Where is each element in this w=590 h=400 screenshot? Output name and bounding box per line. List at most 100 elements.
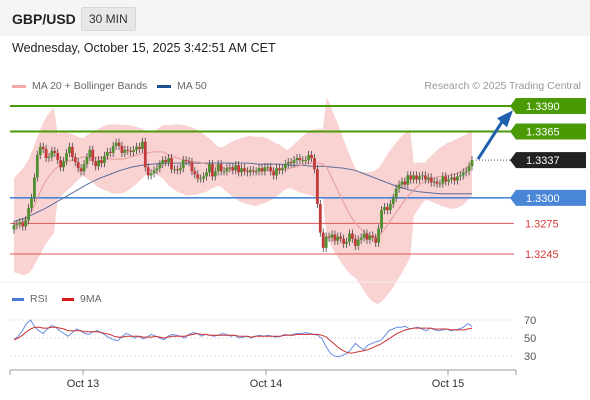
candle-body: [362, 233, 366, 238]
candle-body: [315, 169, 319, 204]
candle-body: [356, 239, 360, 246]
candle-body: [397, 184, 401, 189]
candle-body: [161, 160, 165, 165]
candle-body: [432, 181, 436, 183]
candle-body: [68, 146, 71, 153]
candles: [12, 137, 474, 252]
ma50-line: [13, 162, 472, 222]
candle-body: [280, 168, 284, 171]
rsi-swatch: [12, 297, 24, 301]
candle-body: [307, 154, 311, 161]
candle-body: [418, 176, 421, 180]
legend-rsi: RSI: [12, 293, 48, 305]
candle-body: [470, 160, 474, 167]
candle-body: [97, 160, 100, 167]
candle-body: [199, 178, 203, 180]
candle-body: [126, 149, 130, 151]
candle-body: [266, 167, 270, 169]
candle-body: [386, 207, 389, 211]
arrow-head: [497, 110, 513, 128]
candle-body: [44, 148, 48, 159]
candle-body: [377, 228, 381, 243]
candle-body: [438, 183, 442, 185]
candle-body: [415, 175, 418, 180]
candle-body: [143, 141, 147, 168]
candle-body: [33, 177, 36, 198]
candle-body: [178, 168, 182, 171]
x-tick-label: Oct 14: [250, 378, 282, 390]
candle-body: [210, 164, 214, 177]
level-label-box-current: [516, 152, 586, 169]
candle-body: [336, 236, 340, 241]
candle-body: [216, 164, 220, 172]
chart-datetime: Wednesday, October 15, 2025 3:42:51 AM C…: [12, 41, 276, 55]
candle-body: [461, 172, 465, 176]
candle-body: [310, 154, 313, 159]
candle-body: [38, 146, 42, 155]
candle-body: [272, 171, 276, 176]
legend-ma20: MA 20 + Bollinger Bands: [12, 80, 147, 92]
candle-body: [73, 157, 77, 163]
research-credit: Research © 2025 Trading Central: [424, 80, 581, 92]
candle-body: [231, 167, 235, 171]
candle-body: [76, 162, 80, 169]
timeframe-badge[interactable]: 30 MIN: [81, 7, 136, 31]
level-label-support: 1.3275: [525, 218, 559, 230]
candle-body: [403, 181, 407, 185]
candle-body: [167, 158, 171, 163]
candle-body: [321, 232, 325, 248]
level-label-pivot: 1.3300: [526, 193, 560, 205]
candle-body: [27, 208, 30, 221]
candle-body: [132, 149, 136, 152]
candle-body: [295, 158, 299, 161]
candle-body: [103, 156, 106, 164]
level-label-support: 1.3245: [525, 249, 559, 261]
candle-body: [467, 166, 471, 172]
candle-body: [289, 162, 293, 164]
candle-body: [82, 164, 86, 172]
candle-body: [234, 165, 238, 171]
candle-body: [65, 152, 68, 162]
bollinger-bands: [14, 97, 472, 305]
candle-body: [260, 168, 264, 172]
level-label-box-resistance: [516, 123, 586, 140]
candle-body: [426, 177, 430, 180]
price-levels: 1.3390 1.3365 1.3337 1.3300 1.3275 1.3245: [10, 98, 586, 261]
bollinger-band-area: [14, 97, 472, 305]
candle-body: [278, 168, 281, 171]
candle-body: [222, 171, 226, 173]
candle-body: [383, 207, 386, 211]
candle-body: [41, 146, 45, 149]
candle-body: [129, 150, 133, 152]
candle-body: [327, 236, 331, 238]
rsi-tick-label: 30: [524, 351, 536, 363]
legend-rsi-ma-label: 9MA: [80, 293, 102, 305]
legend-rsi-label: RSI: [30, 293, 48, 305]
candle-body: [380, 210, 383, 229]
legend-ma50-label: MA 50: [177, 80, 207, 92]
legend-ma20-label: MA 20 + Bollinger Bands: [32, 80, 148, 92]
candle-body: [342, 238, 346, 244]
candle-body: [24, 220, 28, 227]
candle-body: [187, 161, 191, 163]
candle-body: [429, 177, 433, 183]
candle-body: [35, 154, 39, 178]
candle-body: [70, 146, 74, 158]
candle-body: [184, 160, 188, 162]
ma20-swatch: [12, 84, 26, 88]
candle-body: [158, 164, 162, 169]
candle-body: [283, 164, 287, 169]
candle-body: [175, 169, 179, 171]
candle-body: [254, 171, 258, 173]
level-label-resistance: 1.3390: [526, 101, 560, 113]
candle-body: [114, 142, 118, 146]
candle-body: [202, 176, 206, 179]
level-label-box-pivot: [516, 189, 586, 206]
candle-body: [53, 150, 57, 153]
candle-body: [88, 149, 92, 158]
candle-body: [59, 160, 63, 168]
rsi-tick-label: 50: [524, 333, 536, 345]
candle-body: [237, 165, 241, 173]
candle-body: [146, 167, 150, 176]
